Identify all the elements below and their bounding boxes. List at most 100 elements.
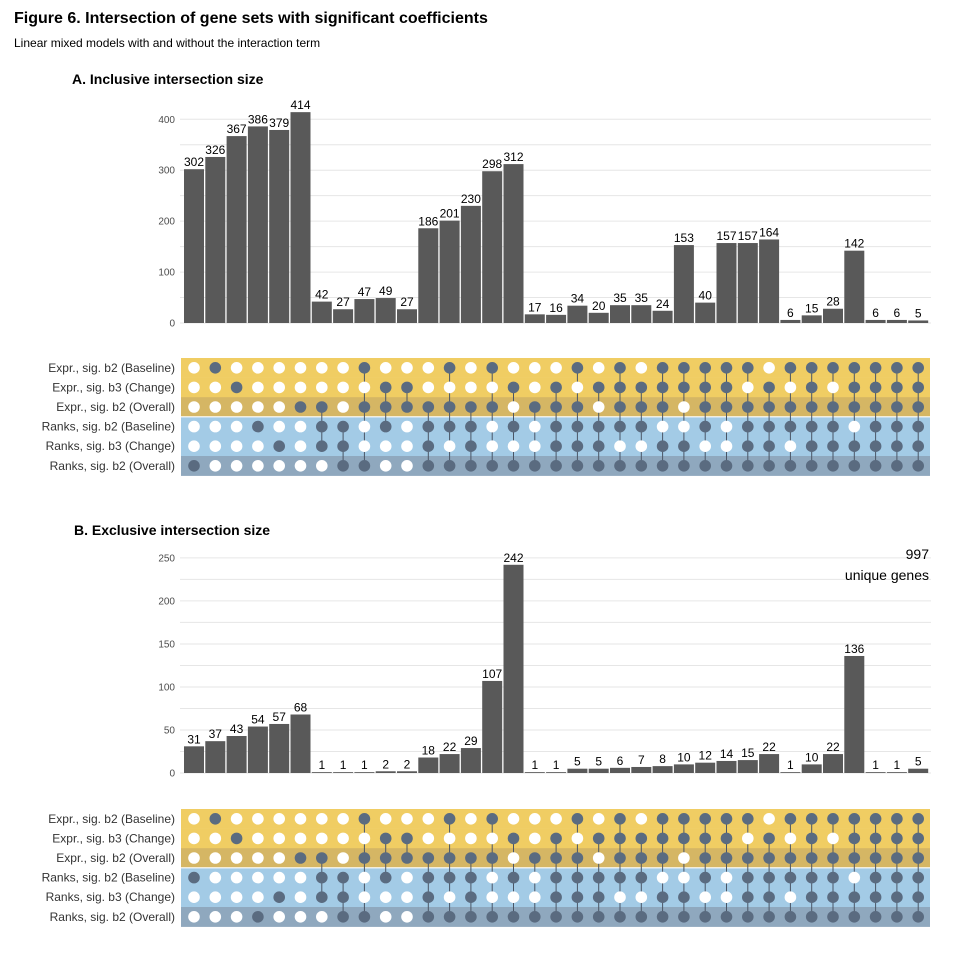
matrix-dot-filled	[273, 891, 286, 903]
matrix-dot-filled	[699, 460, 711, 472]
matrix-dot-filled	[422, 420, 435, 433]
matrix-dot-empty	[443, 891, 456, 903]
matrix-dot-empty	[465, 813, 477, 825]
bar	[205, 156, 226, 323]
matrix-dot-filled	[720, 813, 733, 825]
matrix-dot-filled	[869, 362, 882, 374]
bar	[844, 655, 865, 773]
bar-value-label: 42	[315, 288, 329, 302]
matrix-dot-filled	[763, 460, 775, 472]
matrix-dot-filled	[401, 832, 413, 845]
bar	[567, 305, 588, 323]
matrix-dot-filled	[912, 891, 924, 903]
matrix-dot-filled	[379, 852, 392, 864]
bar-value-label: 24	[656, 297, 670, 311]
matrix-dot-filled	[699, 381, 711, 394]
matrix-dot-filled	[763, 891, 775, 903]
bar-value-label: 157	[738, 229, 758, 243]
matrix-dot-empty	[763, 362, 775, 374]
bar-value-label: 164	[759, 225, 779, 239]
figure-title: Figure 6. Intersection of gene sets with…	[14, 10, 488, 27]
matrix-dot-empty	[635, 440, 648, 453]
matrix-dot-filled	[443, 460, 456, 472]
matrix-dot-filled	[912, 813, 924, 825]
matrix-dot-filled	[848, 381, 861, 394]
matrix-dot-filled	[827, 420, 839, 433]
matrix-dot-filled	[465, 460, 477, 472]
bar-value-label: 34	[571, 292, 585, 306]
bar	[311, 772, 332, 773]
matrix-dot-filled	[656, 832, 669, 845]
bar-value-label: 5	[915, 755, 922, 769]
matrix-dot-filled	[209, 813, 222, 825]
matrix-dot-filled	[379, 832, 392, 845]
matrix-dot-filled	[912, 420, 924, 433]
matrix-dot-filled	[891, 401, 903, 413]
matrix-dot-filled	[358, 362, 371, 374]
matrix-dot-filled	[869, 891, 882, 903]
bar	[460, 748, 481, 773]
matrix-dot-filled	[891, 440, 903, 453]
matrix-dot-empty	[507, 813, 520, 825]
matrix-dot-filled	[379, 420, 392, 433]
bar-value-label: 136	[844, 642, 864, 656]
matrix-dot-filled	[443, 401, 456, 413]
matrix-dot-empty	[656, 420, 669, 433]
matrix-dot-filled	[869, 440, 882, 453]
matrix-dot-filled	[912, 871, 924, 884]
matrix-dot-filled	[699, 362, 711, 374]
matrix-dot-filled	[805, 852, 818, 864]
matrix-dot-empty	[486, 891, 499, 903]
bar	[333, 309, 354, 323]
matrix-dot-filled	[230, 381, 243, 394]
matrix-dot-filled	[592, 420, 605, 433]
matrix-dot-filled	[784, 460, 797, 472]
matrix-dot-empty	[252, 813, 264, 825]
matrix-dot-filled	[550, 871, 562, 884]
matrix-dot-filled	[720, 460, 733, 472]
matrix-dot-empty	[209, 911, 222, 923]
bar	[844, 250, 865, 323]
matrix-dot-filled	[571, 871, 584, 884]
matrix-dot-filled	[827, 871, 839, 884]
matrix-dot-filled	[805, 911, 818, 923]
matrix-dot-empty	[252, 381, 264, 394]
matrix-dot-empty	[592, 362, 605, 374]
matrix-dot-filled	[550, 891, 562, 903]
matrix-dot-empty	[294, 440, 307, 453]
matrix-dot-filled	[188, 460, 200, 472]
bar-value-label: 68	[294, 700, 308, 714]
matrix-dot-empty	[273, 420, 286, 433]
matrix-dot-filled	[869, 460, 882, 472]
matrix-dot-filled	[656, 852, 669, 864]
matrix-dot-empty	[273, 362, 286, 374]
matrix-dot-empty	[592, 813, 605, 825]
matrix-dot-empty	[401, 911, 413, 923]
matrix-dot-empty	[188, 832, 200, 845]
matrix-dot-filled	[358, 813, 371, 825]
matrix-dot-filled	[656, 813, 669, 825]
matrix-dot-filled	[891, 362, 903, 374]
matrix-dot-filled	[763, 420, 775, 433]
matrix-dot-empty	[294, 891, 307, 903]
matrix-dot-empty	[507, 401, 520, 413]
matrix-dot-filled	[869, 813, 882, 825]
matrix-dot-filled	[656, 362, 669, 374]
bar-value-label: 15	[741, 746, 755, 760]
panel-b-title: B. Exclusive intersection size	[74, 522, 271, 538]
matrix-dot-empty	[827, 832, 839, 845]
matrix-dot-filled	[188, 871, 200, 884]
matrix-dot-filled	[678, 832, 690, 845]
matrix-dot-filled	[699, 911, 711, 923]
matrix-dot-filled	[379, 381, 392, 394]
matrix-dot-empty	[465, 381, 477, 394]
bar	[524, 314, 545, 323]
matrix-dot-filled	[891, 460, 903, 472]
y-tick-label: 150	[158, 639, 175, 650]
matrix-dot-filled	[614, 381, 626, 394]
matrix-dot-filled	[827, 401, 839, 413]
bar-value-label: 28	[826, 295, 840, 309]
matrix-dot-filled	[337, 460, 349, 472]
matrix-dot-filled	[592, 440, 605, 453]
matrix-dot-filled	[550, 460, 562, 472]
